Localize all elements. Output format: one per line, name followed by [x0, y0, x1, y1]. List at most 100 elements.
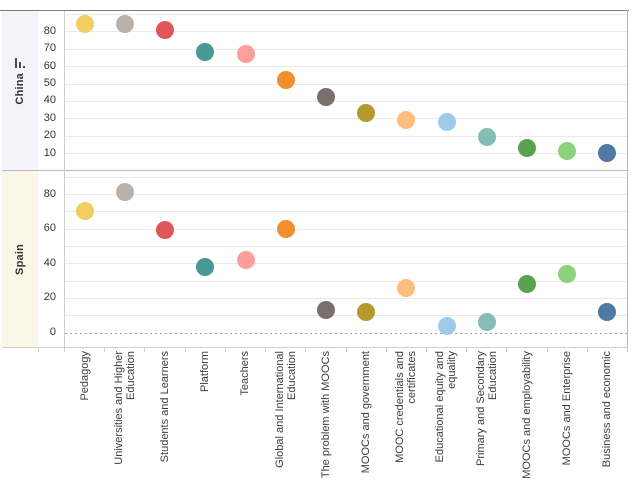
- data-point-china-8[interactable]: [397, 111, 416, 129]
- category-label-cell: MOOC credentials and certificates: [386, 351, 426, 501]
- gridline: [64, 194, 628, 196]
- gridline: [64, 153, 628, 155]
- category-label-cell: Pedagogy: [65, 351, 105, 501]
- data-point-china-10[interactable]: [477, 128, 496, 147]
- data-point-spain-10[interactable]: [477, 313, 496, 332]
- y-tick-label: 50: [43, 77, 56, 89]
- data-point-spain-3[interactable]: [196, 257, 215, 276]
- x-axis-tick: [305, 347, 307, 352]
- gridline: [64, 118, 628, 120]
- category-label[interactable]: MOOC credentials and certificates: [393, 351, 419, 463]
- x-axis-tick: [224, 347, 226, 352]
- category-label-cell: MOOCs and government: [346, 351, 386, 501]
- x-axis-tick: [345, 347, 347, 352]
- top-border-line: [0, 10, 629, 11]
- sort-descending-icon[interactable]: [15, 58, 25, 69]
- data-point-spain-11[interactable]: [518, 275, 536, 294]
- data-point-china-13[interactable]: [598, 144, 617, 163]
- x-axis-tick: [265, 347, 267, 352]
- category-label[interactable]: Teachers: [239, 351, 252, 396]
- data-point-spain-1[interactable]: [115, 183, 134, 202]
- category-label-cell: Educational equity and equality: [426, 351, 466, 501]
- gridline: [64, 228, 628, 230]
- zero-baseline-dashed: [64, 332, 628, 334]
- x-axis-tick: [37, 347, 39, 352]
- gridline: [64, 31, 628, 33]
- y-tick-label: 80: [43, 24, 56, 37]
- gridline: [64, 48, 628, 50]
- category-label[interactable]: Educational equity and equality: [433, 351, 459, 463]
- x-axis-tick: [385, 347, 387, 352]
- data-point-spain-2[interactable]: [156, 221, 174, 240]
- y-axis-line: [64, 11, 65, 347]
- data-point-spain-5[interactable]: [276, 219, 295, 238]
- data-point-china-11[interactable]: [518, 138, 536, 157]
- x-axis-tick: [627, 347, 628, 352]
- category-label[interactable]: Global and International Education: [273, 351, 298, 468]
- data-point-spain-9[interactable]: [437, 316, 456, 335]
- y-tick-label: 10: [43, 146, 56, 159]
- x-axis-tick: [144, 347, 146, 352]
- data-point-spain-12[interactable]: [558, 264, 577, 283]
- gridline: [64, 246, 628, 247]
- y-tick-label: 40: [43, 256, 56, 269]
- category-label[interactable]: Pedagogy: [78, 351, 91, 401]
- gridline: [64, 263, 628, 265]
- x-axis-tick: [506, 347, 508, 352]
- gridline: [64, 280, 628, 282]
- data-point-spain-0[interactable]: [75, 202, 94, 221]
- y-tick-label: 40: [43, 94, 56, 107]
- row-header-china[interactable]: China: [2, 11, 38, 170]
- y-tick-label: 0: [49, 326, 56, 338]
- data-point-spain-7[interactable]: [357, 302, 376, 321]
- x-axis-line: [2, 347, 628, 348]
- x-axis-tick: [184, 347, 186, 352]
- category-label-cell: Platform: [185, 351, 225, 501]
- category-label[interactable]: MOOCs and Enterprise: [560, 351, 573, 466]
- y-tick-label: 60: [43, 222, 56, 235]
- category-label[interactable]: Students and Learners: [158, 351, 171, 463]
- y-tick-label: 20: [43, 291, 56, 304]
- gridline: [64, 66, 628, 68]
- data-point-spain-8[interactable]: [397, 278, 416, 297]
- gridline: [64, 297, 628, 299]
- x-axis-tick: [586, 347, 588, 352]
- category-label-cell: Universities and Higher Education: [105, 351, 145, 501]
- category-label[interactable]: Primary and Secondary Education: [474, 351, 499, 466]
- category-label[interactable]: Universities and Higher Education: [112, 351, 137, 465]
- data-point-spain-13[interactable]: [598, 302, 617, 321]
- data-point-china-0[interactable]: [75, 15, 94, 34]
- right-border-line: [627, 10, 628, 348]
- category-label[interactable]: The problem with MOOCs: [319, 351, 332, 479]
- data-point-china-2[interactable]: [156, 20, 174, 39]
- panel-divider-line: [2, 170, 628, 171]
- data-point-spain-4[interactable]: [236, 250, 255, 269]
- data-point-china-5[interactable]: [276, 71, 295, 89]
- y-tick-label: 30: [43, 111, 56, 124]
- category-label-cell: Global and International Education: [266, 351, 306, 501]
- x-axis-tick: [104, 347, 106, 352]
- gridline: [64, 211, 628, 213]
- category-label-cell: Business and economic: [587, 351, 627, 501]
- data-point-china-7[interactable]: [357, 104, 376, 123]
- data-point-china-9[interactable]: [437, 112, 456, 131]
- category-label-cell: MOOCs and employability: [507, 351, 547, 501]
- data-point-china-1[interactable]: [115, 15, 134, 34]
- category-label[interactable]: Platform: [198, 351, 211, 392]
- data-point-china-3[interactable]: [196, 43, 215, 62]
- category-label-cell: The problem with MOOCs: [306, 351, 346, 501]
- data-point-china-6[interactable]: [316, 88, 335, 107]
- data-point-china-12[interactable]: [558, 142, 577, 161]
- category-label-cell: Students and Learners: [145, 351, 185, 501]
- category-label[interactable]: MOOCs and government: [359, 351, 372, 474]
- category-label[interactable]: MOOCs and employability: [520, 351, 533, 479]
- y-tick-label: 20: [43, 129, 56, 142]
- data-point-spain-6[interactable]: [316, 301, 335, 319]
- gridline: [64, 83, 628, 85]
- gridline: [64, 176, 628, 178]
- category-label[interactable]: Business and economic: [601, 351, 614, 468]
- row-header-spain[interactable]: Spain: [2, 171, 38, 347]
- x-axis-tick: [64, 347, 65, 352]
- data-point-china-4[interactable]: [236, 44, 255, 63]
